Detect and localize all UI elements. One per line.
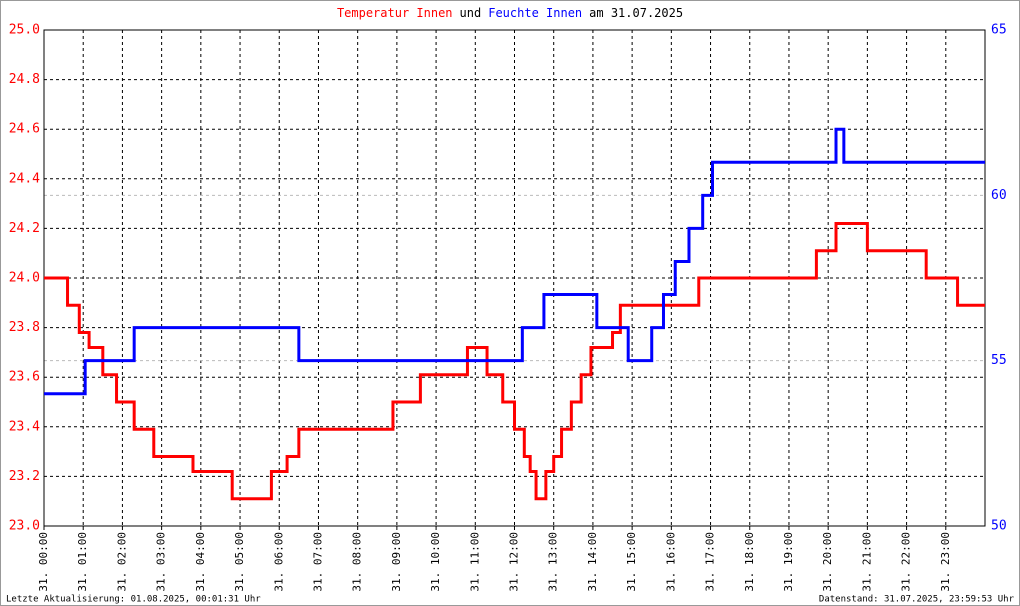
x-tick-label: 31. 04:00 xyxy=(194,532,207,592)
x-tick-label: 31. 20:00 xyxy=(821,532,834,592)
y-tick-label: 23.0 xyxy=(9,519,40,534)
y-tick-label: 24.2 xyxy=(9,221,40,236)
x-tick-label: 31. 08:00 xyxy=(351,532,364,592)
y2-tick-label: 50 xyxy=(991,519,1007,534)
y-tick-label: 23.6 xyxy=(9,370,40,385)
x-tick-label: 31. 00:00 xyxy=(37,532,50,592)
y-tick-label: 25.0 xyxy=(9,23,40,38)
x-tick-label: 31. 21:00 xyxy=(860,532,873,592)
y-tick-label: 23.4 xyxy=(9,419,40,434)
x-tick-label: 31. 02:00 xyxy=(115,532,128,592)
x-tick-label: 31. 06:00 xyxy=(272,532,285,592)
x-tick-label: 31. 07:00 xyxy=(311,532,324,592)
x-tick-label: 31. 22:00 xyxy=(900,532,913,592)
y-tick-label: 24.4 xyxy=(9,171,40,186)
y-tick-label: 23.2 xyxy=(9,469,40,484)
x-tick-label: 31. 01:00 xyxy=(76,532,89,592)
x-tick-label: 31. 13:00 xyxy=(547,532,560,592)
line-series xyxy=(44,221,985,501)
chart-title: Temperatur Innen und Feuchte Innen am 31.07… xyxy=(337,6,683,20)
y-tick-label: 24.0 xyxy=(9,271,40,286)
x-tick-label: 31. 03:00 xyxy=(155,532,168,592)
title-part: am 31.07.2025 xyxy=(589,6,683,20)
x-tick-label: 31. 10:00 xyxy=(429,532,442,592)
x-tick-label: 31. 17:00 xyxy=(704,532,717,592)
line-series xyxy=(44,127,985,396)
x-tick-label: 31. 16:00 xyxy=(664,532,677,592)
x-tick-label: 31. 23:00 xyxy=(939,532,952,592)
x-tick-label: 31. 18:00 xyxy=(743,532,756,592)
x-tick-label: 31. 14:00 xyxy=(586,532,599,592)
y-tick-label: 24.8 xyxy=(9,72,40,87)
x-tick-label: 31. 15:00 xyxy=(625,532,638,592)
y2-tick-label: 60 xyxy=(991,188,1007,203)
y2-tick-label: 55 xyxy=(991,353,1007,368)
x-tick-label: 31. 09:00 xyxy=(390,532,403,592)
x-tick-label: 31. 12:00 xyxy=(508,532,521,592)
x-tick-label: 31. 19:00 xyxy=(782,532,795,592)
title-part: Temperatur Innen xyxy=(337,6,453,20)
y2-tick-label: 65 xyxy=(991,23,1007,38)
y-tick-label: 24.6 xyxy=(9,122,40,137)
title-part: Feuchte Innen xyxy=(488,6,582,20)
footer-right: Datenstand: 31.07.2025, 23:59:53 Uhr xyxy=(819,595,1015,605)
y-tick-label: 23.8 xyxy=(9,320,40,335)
title-part: und xyxy=(460,6,482,20)
x-tick-label: 31. 05:00 xyxy=(233,532,246,592)
x-tick-label: 31. 11:00 xyxy=(468,532,481,592)
footer-left: Letzte Aktualisierung: 01.08.2025, 00:01… xyxy=(6,595,261,605)
